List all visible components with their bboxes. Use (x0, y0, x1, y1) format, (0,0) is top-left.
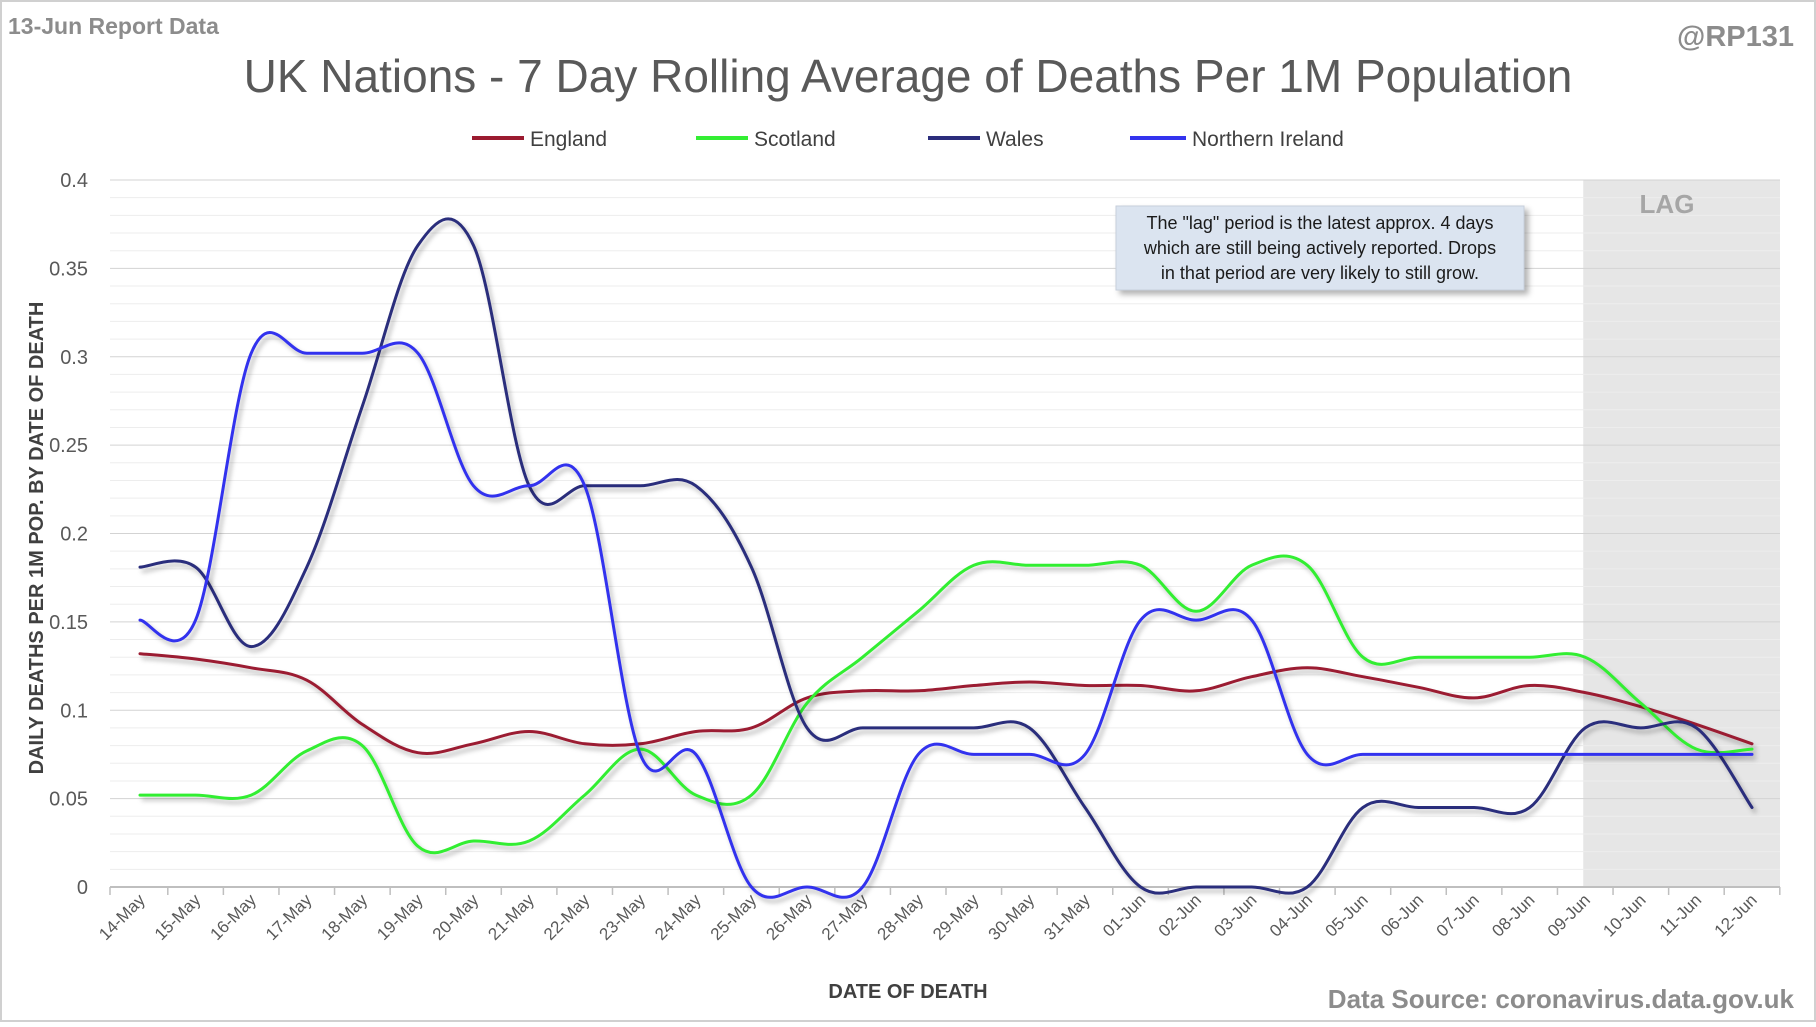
y-tick-label: 0.05 (49, 789, 88, 811)
series-line-wales (138, 217, 1754, 895)
lag-label: LAG (1640, 189, 1695, 219)
report-label: 13-Jun Report Data (8, 13, 219, 39)
y-tick-label: 0.15 (49, 612, 88, 634)
y-tick-label: 0.25 (49, 435, 88, 457)
series-line-scotland (138, 554, 1754, 855)
y-tick-label: 0.3 (60, 347, 88, 369)
chart-title: UK Nations - 7 Day Rolling Average of De… (244, 50, 1573, 102)
legend-label-scotland: Scotland (754, 128, 836, 151)
legend: England Scotland Wales Northern Ireland (472, 128, 1344, 151)
series-line-england (138, 652, 1754, 755)
y-tick-label: 0.4 (60, 170, 88, 192)
annotation-line-1: The "lag" period is the latest approx. 4… (1147, 213, 1494, 233)
y-tick-label: 0.35 (49, 258, 88, 280)
legend-label-northern-ireland: Northern Ireland (1192, 128, 1344, 151)
annotation-background (1115, 205, 1525, 291)
annotation-box: The "lag" period is the latest approx. 4… (1115, 205, 1525, 291)
y-tick-label: 0 (77, 877, 88, 899)
author-handle: @RP131 (1677, 21, 1794, 53)
source-note: Data Source: coronavirus.data.gov.uk (1328, 984, 1795, 1014)
series-line-northern-ireland (138, 331, 1754, 899)
legend-label-wales: Wales (986, 128, 1044, 151)
x-axis-label: DATE OF DEATH (828, 981, 987, 1003)
series-layer (138, 217, 1754, 899)
y-axis-label: DAILY DEATHS PER 1M POP. BY DATE OF DEAT… (26, 302, 48, 775)
annotation-line-2: which are still being actively reported.… (1143, 238, 1496, 258)
legend-label-england: England (530, 128, 607, 151)
y-tick-label: 0.1 (60, 700, 88, 722)
annotation-line-3: in that period are very likely to still … (1161, 263, 1479, 283)
y-tick-label: 0.2 (60, 524, 88, 546)
